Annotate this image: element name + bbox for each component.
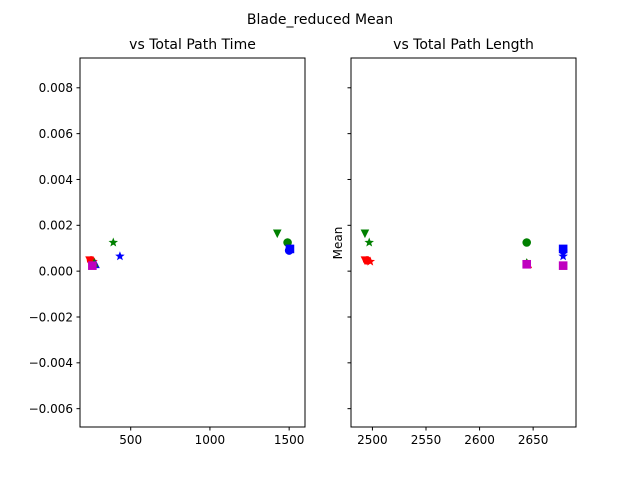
right-subplot: vs Total Path Length Mean 2500 2550 2600 26… [331, 37, 577, 447]
left-point-11 [285, 244, 295, 254]
right-point-5 [522, 238, 532, 247]
right-x-tick-label: 2500 [357, 433, 388, 447]
left-data-marks [85, 229, 295, 270]
left-y-tick-label: 0.004 [39, 173, 73, 187]
left-y-tick-label: 0.006 [39, 127, 73, 141]
right-x-tick-label: 2650 [518, 433, 549, 447]
left-subplot: vs Total Path Time 500 1000 1500 −0.006 −0.0… [29, 37, 306, 447]
left-x-tick-label: 1000 [195, 433, 226, 447]
figure-suptitle: Blade_reduced Mean [247, 12, 393, 28]
right-point-11 [558, 251, 568, 261]
left-point-5 [88, 261, 97, 270]
right-x-tick-label: 2550 [411, 433, 442, 447]
right-data-marks [360, 229, 568, 270]
left-subplot-title: vs Total Path Time [129, 37, 256, 53]
left-y-tick-label: 0.002 [39, 219, 73, 233]
left-y-tick-label: −0.004 [29, 356, 73, 370]
left-point-8 [272, 229, 282, 239]
left-y-tick-label: −0.006 [29, 402, 73, 416]
right-y-axis-label: Mean [331, 227, 345, 260]
left-axes-frame [79, 57, 306, 428]
left-x-tick-label: 1500 [274, 433, 305, 447]
left-x-tick-label: 500 [119, 433, 142, 447]
right-point-1 [364, 237, 374, 247]
right-point-12 [558, 261, 568, 270]
left-axes: 500 1000 1500 −0.006 −0.004 −0.002 0.000 0.002 0… [29, 57, 306, 447]
right-axes-frame [350, 57, 577, 428]
right-subplot-title: vs Total Path Length [393, 37, 534, 53]
right-point-4 [365, 256, 376, 266]
right-point-10 [558, 246, 568, 255]
left-y-tick-label: 0.000 [39, 264, 73, 278]
left-y-tick-label: 0.008 [39, 81, 73, 95]
left-point-7 [115, 251, 125, 261]
right-x-tick-label: 2600 [464, 433, 495, 447]
left-point-6 [108, 237, 119, 247]
right-point-0 [360, 229, 370, 239]
right-point-8 [522, 259, 532, 269]
right-axes: 2500 2550 2600 2650 [347, 57, 577, 447]
left-y-tick-label: −0.002 [29, 310, 73, 324]
